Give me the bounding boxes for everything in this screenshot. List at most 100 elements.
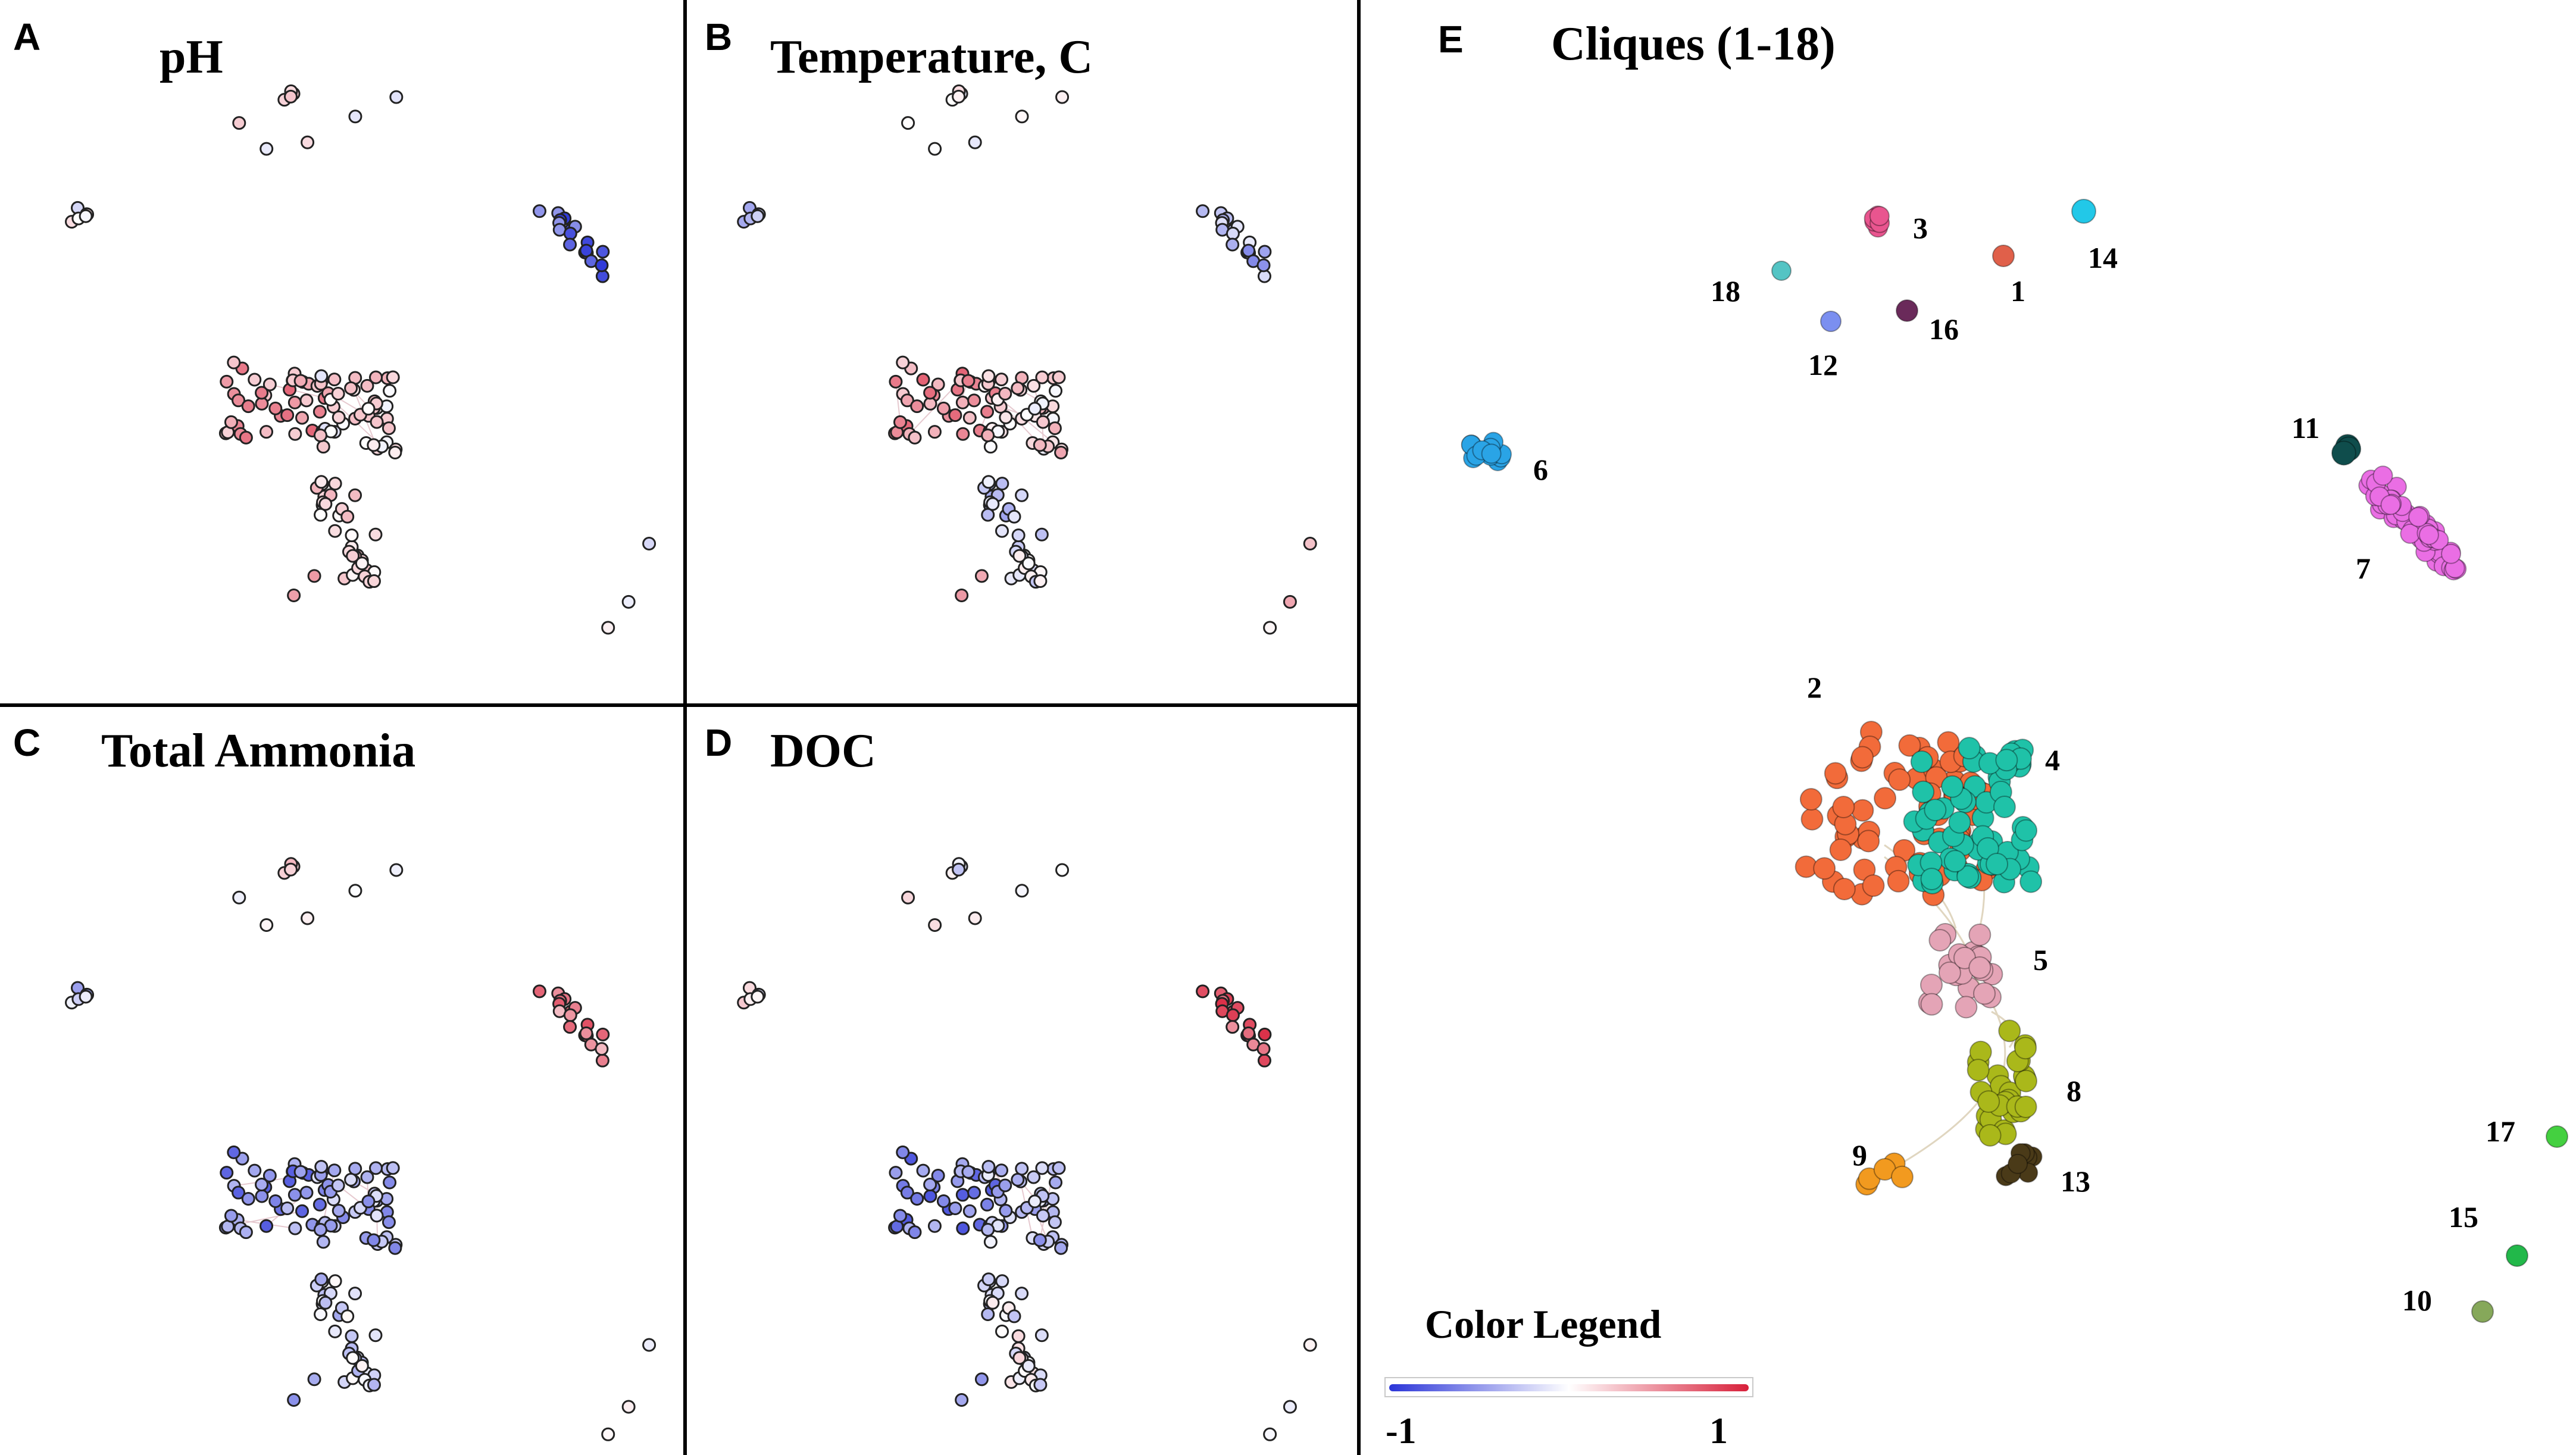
clique-node: [1898, 734, 1921, 757]
network-node: [283, 862, 298, 877]
clique-node: [1992, 245, 2015, 267]
network-node: [999, 410, 1013, 424]
clique-node: [1874, 787, 1897, 810]
network-node: [287, 1188, 302, 1202]
network-node: [995, 524, 1009, 538]
network-node: [360, 378, 374, 393]
network-node: [227, 1145, 241, 1159]
network-node: [563, 1008, 577, 1022]
clique-node: [2008, 1153, 2028, 1174]
network-node: [1007, 1309, 1021, 1323]
network-node: [952, 862, 966, 877]
network-node: [986, 497, 1000, 511]
network-node: [355, 1359, 369, 1373]
clique-node: [1973, 982, 1996, 1005]
panel-title-temperature: Temperature, C: [770, 31, 1093, 83]
network-node: [369, 370, 383, 384]
clique-label-18: 18: [1711, 274, 1740, 308]
network-node: [995, 373, 1009, 387]
network-node: [986, 1296, 1000, 1310]
temperature-network: [737, 84, 1317, 635]
network-node: [1012, 1351, 1027, 1365]
network-node: [241, 399, 255, 414]
clique-node: [1967, 1059, 1990, 1082]
network-node: [232, 393, 246, 408]
network-node: [908, 430, 922, 445]
network-node: [1283, 594, 1297, 609]
network-node: [288, 427, 302, 441]
network-node: [962, 411, 977, 425]
network-node: [961, 374, 976, 388]
clique-label-1: 1: [2011, 274, 2025, 308]
network-node: [1256, 258, 1271, 273]
clique-node: [1857, 830, 1880, 853]
network-node: [908, 1225, 922, 1240]
network-node: [601, 621, 615, 635]
network-node: [900, 393, 914, 408]
network-node: [927, 425, 942, 439]
ph-network: [65, 84, 656, 635]
clique-label-2: 2: [1807, 671, 1822, 704]
panel-ph: A pH: [0, 0, 683, 703]
network-node: [956, 1221, 970, 1235]
ammonia-network: [65, 857, 656, 1441]
clique-node: [1943, 850, 1967, 873]
clique-node: [2019, 870, 2043, 893]
network-node: [280, 1201, 295, 1215]
network-node: [232, 1185, 246, 1200]
network-node: [596, 1027, 610, 1041]
network-node: [893, 415, 907, 429]
network-node: [288, 1221, 302, 1235]
network-node: [386, 370, 400, 384]
network-node: [595, 1053, 609, 1068]
network-node: [367, 1378, 381, 1392]
network-node: [295, 1204, 310, 1218]
network-node: [331, 1178, 345, 1193]
network-node: [927, 1219, 942, 1233]
network-node: [386, 1161, 400, 1175]
network-node: [268, 401, 283, 415]
network-node: [579, 1026, 593, 1040]
network-node: [563, 237, 577, 252]
network-node: [307, 1372, 321, 1387]
network-node: [896, 355, 910, 370]
network-node: [248, 1163, 262, 1178]
network-node: [936, 401, 951, 415]
panel-label-a: A: [13, 15, 41, 58]
clique-cluster-11: [2331, 434, 2362, 466]
network-node: [995, 1163, 1009, 1178]
clique-label-8: 8: [2067, 1074, 2081, 1107]
network-node: [224, 415, 238, 429]
panel-label-e: E: [1438, 18, 1464, 61]
clique-node: [2408, 506, 2429, 527]
clique-label-12: 12: [1808, 348, 1838, 381]
network-node: [1036, 1209, 1050, 1223]
network-node: [968, 135, 982, 149]
network-node: [1015, 1287, 1029, 1301]
panel-temperature: B Temperature, C: [687, 0, 1357, 703]
network-node: [348, 109, 362, 124]
network-node: [79, 209, 93, 223]
panel-title-total-ammonia: Total Ammonia: [101, 725, 416, 777]
network-node: [1052, 370, 1066, 384]
network-node: [981, 475, 996, 489]
network-node: [318, 497, 333, 511]
network-node: [1303, 536, 1317, 550]
clique-node: [1850, 746, 1874, 769]
panel-title-cliques: Cliques (1-18): [1551, 18, 1836, 70]
network-node: [383, 1175, 397, 1190]
clique-node: [2014, 1037, 2037, 1060]
network-node: [1226, 1008, 1240, 1022]
network-node: [260, 142, 274, 156]
clique-cluster-3: [1864, 205, 1890, 238]
network-node: [344, 1172, 358, 1187]
network-node: [1027, 1170, 1041, 1184]
network-node: [981, 1223, 995, 1237]
network-node: [955, 588, 969, 602]
network-node: [345, 528, 359, 543]
network-node: [327, 1163, 342, 1178]
network-node: [287, 588, 301, 602]
network-node: [889, 374, 903, 389]
network-node: [1027, 378, 1041, 393]
network-node: [1226, 226, 1240, 240]
